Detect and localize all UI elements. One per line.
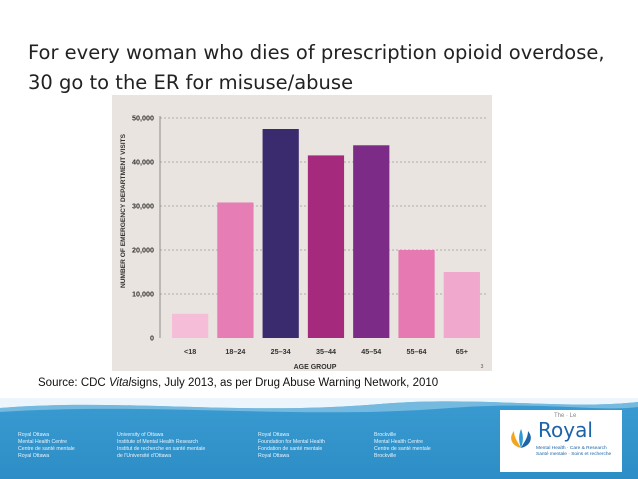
footer-line: Royal Ottawa <box>258 453 290 459</box>
x-tick-label: 35–44 <box>316 347 336 356</box>
footer-wave-decoration <box>0 398 638 413</box>
footer-line: Institut de recherche en santé mentale <box>117 446 206 452</box>
royal-leaf-icon <box>511 429 531 448</box>
footer-line: Centre de santé mentale <box>374 446 431 452</box>
y-tick-label: 50,000 <box>132 114 154 123</box>
royal-logo: The · Le Royal Mental Health · Care & Re… <box>500 410 622 472</box>
bar <box>262 129 299 338</box>
bar <box>217 202 254 338</box>
chart-panel: NUMBER OF EMERGENCY DEPARTMENT VISITS AG… <box>112 95 492 371</box>
title-line-2: 30 go to the ER for misuse/abuse <box>28 71 354 94</box>
footer-line: University of Ottawa <box>117 432 164 438</box>
y-axis-label: NUMBER OF EMERGENCY DEPARTMENT VISITS <box>120 133 127 288</box>
x-tick-label: 18–24 <box>225 347 245 356</box>
y-tick-label: 40,000 <box>132 158 154 167</box>
footer-column-foundation: Royal Ottawa Foundation for Mental Healt… <box>258 432 325 460</box>
x-tick-label: 45–54 <box>361 347 381 356</box>
footer-line: Fondation de santé mentale <box>258 446 323 452</box>
footer-line: Mental Health Centre <box>18 439 68 445</box>
bar <box>307 155 345 338</box>
logo-name: Royal <box>538 418 593 442</box>
logo-tagline: Mental Health · Care & Research Santé me… <box>536 446 611 458</box>
y-tick-label: 20,000 <box>132 246 154 255</box>
source-prefix: Source: CDC <box>38 377 109 389</box>
bar <box>398 250 435 338</box>
footer-line: Royal Ottawa <box>18 432 50 438</box>
x-axis-label: AGE GROUP <box>294 364 337 371</box>
y-tick-label: 10,000 <box>132 290 154 299</box>
footer-band: Royal Ottawa Mental Health Centre Centre… <box>0 398 638 479</box>
footer-column-university: University of Ottawa Institute of Mental… <box>117 432 205 460</box>
x-tick-label: 55–64 <box>407 347 427 356</box>
x-tick-label: 65+ <box>456 347 468 356</box>
logo-tagline-en: Mental Health · Care & Research <box>536 446 607 451</box>
y-tick-label: 0 <box>150 334 154 343</box>
logo-the-le: The · Le <box>554 413 577 419</box>
footer-line: Royal Ottawa <box>18 453 50 459</box>
source-vital: Vital <box>108 377 132 389</box>
footer-line: Brockville <box>374 453 397 459</box>
footer-line: Mental Health Centre <box>374 439 424 445</box>
slide-title: For every woman who dies of prescription… <box>28 38 628 98</box>
logo-tagline-fr: Santé mentale · Soins et recherche <box>536 452 612 457</box>
source-citation: Source: CDC Vitalsigns, July 2013, as pe… <box>38 377 438 389</box>
footer-line: Royal Ottawa <box>258 432 290 438</box>
y-tick-label: 30,000 <box>132 202 154 211</box>
footer-line: Brockville <box>374 432 397 438</box>
bar-chart: NUMBER OF EMERGENCY DEPARTMENT VISITS AG… <box>120 114 487 371</box>
footer-line: Foundation for Mental Health <box>258 439 325 445</box>
footer-column-royal-ottawa: Royal Ottawa Mental Health Centre Centre… <box>18 432 75 460</box>
title-line-1: For every woman who dies of prescription… <box>28 41 605 64</box>
footer-column-brockville: Brockville Mental Health Centre Centre d… <box>374 432 431 460</box>
bar <box>172 313 209 338</box>
x-tick-label: 25–34 <box>271 347 291 356</box>
x-tick-label: <18 <box>184 347 196 356</box>
bar <box>443 272 480 338</box>
page-number: 3 <box>481 364 484 370</box>
footer-line: Centre de santé mentale <box>18 446 75 452</box>
bar <box>353 145 390 338</box>
footer-line: Institute of Mental Health Research <box>117 439 199 445</box>
footer-line: de l'Université d'Ottawa <box>117 453 172 459</box>
source-suffix: signs, July 2013, as per Drug Abuse Warn… <box>131 377 439 389</box>
